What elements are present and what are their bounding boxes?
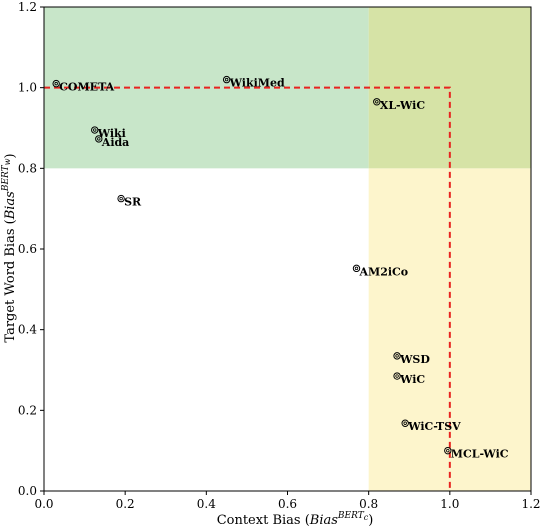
y-tick-label: 0.4 — [18, 323, 37, 337]
point-marker-inner — [395, 354, 399, 358]
point-sr: SR — [117, 194, 142, 209]
x-axis-label-sup: BERT — [337, 511, 365, 521]
x-tick-label: 0.8 — [359, 497, 378, 511]
x-axis-label-main: Context Bias ( — [217, 513, 310, 528]
point-label: SR — [124, 196, 142, 209]
point-marker-outer — [95, 135, 103, 143]
point-label: WSD — [399, 353, 430, 366]
point-marker-inner — [93, 128, 97, 132]
point-marker-outer — [222, 75, 231, 84]
threshold-lines — [44, 86, 451, 491]
x-axis-label-bias: Bias — [309, 513, 338, 528]
point-marker-inner — [395, 374, 399, 378]
y-axis-label-sub: w — [3, 158, 12, 165]
x-axis-label: Context Bias (BiasBERTc) — [217, 511, 374, 528]
point-marker-inner — [446, 448, 450, 453]
point-marker-outer — [91, 126, 99, 134]
y-tick-label: 0.8 — [18, 161, 37, 175]
point-label: COMETA — [59, 81, 114, 94]
y-axis-label-close: ) — [3, 153, 18, 158]
y-axis-ticks: 0.0 0.2 0.4 0.6 0.8 1.0 1.2 — [18, 0, 44, 498]
point-marker-inner — [403, 421, 407, 425]
point-label: MCL-WiC — [451, 448, 509, 461]
point-label: Wiki — [97, 127, 126, 140]
y-tick-label: 0.2 — [18, 403, 37, 417]
y-axis-label-bias: Bias — [3, 191, 18, 220]
point-marker-outer — [52, 79, 60, 88]
point-marker-inner — [119, 196, 123, 201]
point-wsd: WSD — [393, 352, 430, 366]
point-marker-outer — [393, 372, 401, 380]
background-regions — [44, 7, 531, 492]
point-label: WiC — [399, 373, 425, 386]
point-label: WikiMed — [229, 77, 285, 90]
y-tick-label: 0.6 — [18, 242, 37, 256]
point-wiki: Wiki — [91, 126, 126, 140]
point-label: Aida — [101, 136, 130, 149]
point-label: AM2iCo — [358, 265, 408, 278]
point-wikimed: WikiMed — [222, 75, 285, 90]
y-axis-label-sup: BERT — [1, 164, 11, 192]
point-marker-outer — [117, 194, 125, 203]
point-cometa: COMETA — [52, 79, 115, 94]
point-label: XL-WiC — [380, 99, 426, 112]
y-tick-label: 0.0 — [18, 484, 37, 498]
x-axis-label-close: ) — [368, 513, 373, 528]
x-tick-label: 0.0 — [34, 497, 53, 511]
point-xl-wic: XL-WiC — [373, 98, 426, 112]
x-tick-label: 1.2 — [521, 497, 540, 511]
y-tick-label: 1.2 — [18, 0, 37, 14]
threshold-line — [44, 86, 451, 491]
point-wic: WiC — [393, 372, 425, 386]
point-marker-inner — [375, 100, 379, 104]
point-marker-outer — [352, 264, 361, 273]
point-marker-inner — [54, 81, 58, 86]
y-tick-label: 1.0 — [18, 81, 37, 95]
x-tick-label: 1.0 — [440, 497, 459, 511]
x-tick-label: 0.6 — [278, 497, 297, 511]
x-axis-ticks: 0.0 0.2 0.4 0.6 0.8 1.0 1.2 — [34, 491, 541, 511]
point-am2ico: AM2iCo — [352, 264, 408, 278]
point-aida: Aida — [95, 135, 130, 149]
x-tick-label: 0.2 — [116, 497, 135, 511]
point-marker-outer — [373, 98, 381, 106]
y-axis-label-main: Target Word Bias ( — [3, 219, 18, 342]
point-mcl-wic: MCL-WiC — [444, 446, 509, 461]
point-marker-inner — [224, 77, 229, 82]
point-label: WiC-TSV — [407, 420, 461, 433]
point-marker-inner — [354, 266, 359, 271]
point-marker-outer — [444, 446, 452, 455]
x-tick-label: 0.4 — [197, 497, 216, 511]
point-marker-inner — [97, 137, 101, 141]
x-axis-label-sub: c — [364, 513, 369, 522]
y-axis-label: Target Word Bias (BiasBERTw) — [1, 153, 18, 342]
point-marker-outer — [393, 352, 401, 360]
point-marker-outer — [401, 419, 409, 427]
point-wic-tsv: WiC-TSV — [401, 419, 461, 433]
